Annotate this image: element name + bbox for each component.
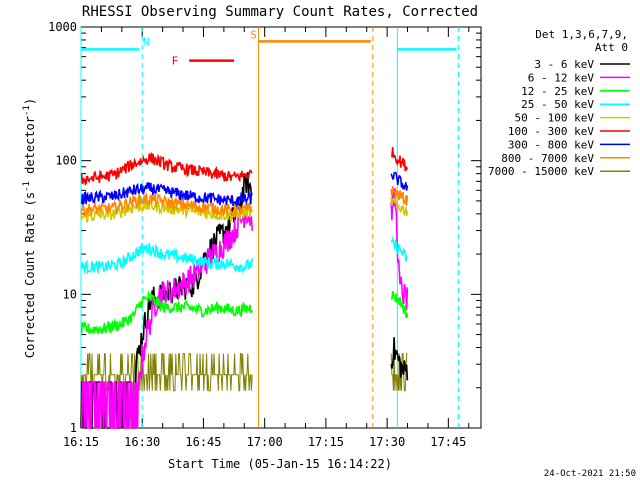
y-tick-label: 1000 xyxy=(48,20,77,34)
series-line-100-300-kev-seg0 xyxy=(80,152,253,186)
series-line-300-800-kev-seg0 xyxy=(80,181,253,207)
series-line-12-25-kev-seg0 xyxy=(80,290,253,335)
legend-entry-label: 100 - 300 keV xyxy=(508,125,594,138)
axes-layer: 1 10 100 1000 16:15 16:30 16:45 17:00 17:15 17:30… xyxy=(48,20,481,449)
series-line-12-25-kev-seg1 xyxy=(390,290,409,318)
y-axis-label-sup1: -1 xyxy=(22,181,32,192)
legend-entry-label: 50 - 100 keV xyxy=(515,112,595,125)
legend-entry-label: 6 - 12 keV xyxy=(528,71,595,84)
annotation-label: N xyxy=(143,36,150,49)
x-tick-label: 16:15 xyxy=(63,435,99,449)
timestamp: 24-Oct-2021 21:50 xyxy=(544,469,636,479)
y-axis-label-sup2: -1 xyxy=(22,105,32,116)
series-line-6-12-kev-seg0 xyxy=(80,211,253,429)
legend-entry-label: 25 - 50 keV xyxy=(521,98,594,111)
series-line-100-300-kev-seg1 xyxy=(390,146,409,172)
annotation-label: S xyxy=(250,28,257,41)
x-tick-label: 16:45 xyxy=(185,435,221,449)
x-axis-label: Start Time (05-Jan-15 16:14:22) xyxy=(168,457,392,471)
y-axis-label-mid: detector xyxy=(23,116,37,181)
legend-entry-label: 12 - 25 keV xyxy=(521,85,594,98)
y-tick-label: 1 xyxy=(70,421,77,435)
y-axis-label-main: Corrected Count Rate (s xyxy=(23,192,37,358)
series-line-7000-15000-kev-seg1 xyxy=(390,353,408,392)
x-tick-label: 17:45 xyxy=(430,435,466,449)
legend-entry-label: 7000 - 15000 keV xyxy=(488,165,594,178)
x-tick-label: 17:30 xyxy=(369,435,405,449)
series-line-800-7000-kev-seg1 xyxy=(390,185,409,206)
legend-entry-label: 3 - 6 keV xyxy=(534,58,594,71)
series-line-300-800-kev-seg1 xyxy=(390,171,409,191)
x-tick-label: 16:30 xyxy=(124,435,160,449)
y-tick-label: 10 xyxy=(63,287,77,301)
x-tick-label: 17:15 xyxy=(308,435,344,449)
series-line-3-6-kev-seg1 xyxy=(390,337,409,381)
series-line-800-7000-kev-seg0 xyxy=(80,192,253,218)
series-line-50-100-kev-seg1 xyxy=(390,196,409,217)
legend-header-1: Det 1,3,6,7,9, xyxy=(535,28,628,41)
y-tick-label: 100 xyxy=(55,154,77,168)
series-line-25-50-kev-seg1 xyxy=(390,235,409,262)
x-tick-label: 17:00 xyxy=(247,435,283,449)
chart-title: RHESSI Observing Summary Count Rates, Co… xyxy=(82,4,478,20)
y-axis-label-end: ) xyxy=(23,98,37,105)
legend-header-2: Att 0 xyxy=(595,41,628,54)
legend-entry-label: 800 - 7000 keV xyxy=(501,152,594,165)
legend-entry-label: 300 - 800 keV xyxy=(508,138,594,151)
y-axis-label: Corrected Count Rate (s-1 detector-1) xyxy=(22,98,37,358)
annotation-label: F xyxy=(172,55,179,68)
series-line-25-50-kev-seg0 xyxy=(80,242,253,275)
series-layer xyxy=(80,146,409,429)
